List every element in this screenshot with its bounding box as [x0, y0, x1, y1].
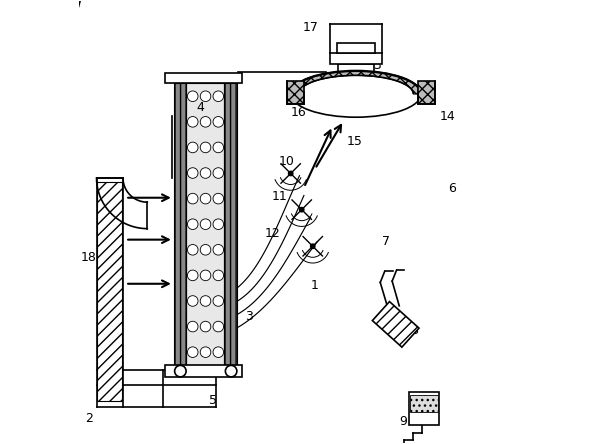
Polygon shape: [373, 301, 419, 347]
Text: 2: 2: [84, 412, 92, 425]
Text: 3: 3: [245, 310, 253, 323]
Text: 8: 8: [410, 324, 418, 337]
Circle shape: [213, 116, 223, 127]
Text: 15: 15: [347, 135, 362, 148]
Text: 18: 18: [81, 251, 96, 264]
Circle shape: [200, 219, 211, 230]
Text: 1: 1: [311, 279, 319, 293]
Bar: [186, 83, 225, 365]
Bar: [410, 395, 438, 412]
Circle shape: [200, 142, 211, 153]
Ellipse shape: [291, 71, 421, 117]
Circle shape: [225, 365, 237, 377]
Circle shape: [213, 168, 223, 178]
Circle shape: [213, 91, 223, 102]
Circle shape: [200, 116, 211, 127]
Circle shape: [213, 296, 223, 306]
Circle shape: [187, 91, 198, 102]
Text: 12: 12: [265, 226, 281, 239]
Circle shape: [187, 245, 198, 255]
Bar: [174, 83, 186, 365]
Circle shape: [200, 168, 211, 178]
Circle shape: [213, 193, 223, 204]
Bar: [287, 81, 304, 104]
Bar: [98, 182, 122, 400]
Text: 16: 16: [291, 106, 307, 119]
Circle shape: [187, 321, 198, 332]
Circle shape: [200, 347, 211, 357]
Circle shape: [200, 245, 211, 255]
Text: 10: 10: [279, 155, 294, 168]
Circle shape: [200, 296, 211, 306]
Text: 4: 4: [196, 101, 204, 114]
Circle shape: [187, 142, 198, 153]
Circle shape: [310, 244, 315, 249]
Circle shape: [213, 321, 223, 332]
Circle shape: [187, 219, 198, 230]
Circle shape: [289, 171, 293, 176]
Circle shape: [200, 193, 211, 204]
Polygon shape: [291, 71, 421, 94]
Bar: [409, 392, 439, 425]
Circle shape: [187, 347, 198, 357]
Circle shape: [187, 270, 198, 281]
Circle shape: [187, 116, 198, 127]
Text: 11: 11: [272, 190, 288, 203]
Circle shape: [187, 296, 198, 306]
Circle shape: [213, 347, 223, 357]
Circle shape: [300, 207, 304, 212]
Text: 13: 13: [367, 59, 382, 72]
Circle shape: [213, 142, 223, 153]
Bar: [337, 44, 374, 53]
Circle shape: [200, 270, 211, 281]
Text: 5: 5: [210, 394, 217, 407]
Text: 7: 7: [382, 235, 389, 248]
Circle shape: [200, 321, 211, 332]
Text: 9: 9: [400, 415, 407, 428]
Circle shape: [187, 193, 198, 204]
Circle shape: [213, 270, 223, 281]
Bar: [418, 81, 434, 104]
Circle shape: [200, 91, 211, 102]
Bar: [338, 64, 374, 72]
Circle shape: [213, 219, 223, 230]
Text: 14: 14: [440, 110, 455, 123]
Bar: [165, 73, 242, 83]
Bar: [225, 83, 237, 365]
Circle shape: [213, 245, 223, 255]
Text: 17: 17: [302, 21, 319, 34]
Bar: [331, 53, 382, 64]
Circle shape: [187, 168, 198, 178]
Circle shape: [175, 365, 186, 377]
Text: 6: 6: [448, 182, 456, 195]
Bar: [165, 365, 242, 377]
